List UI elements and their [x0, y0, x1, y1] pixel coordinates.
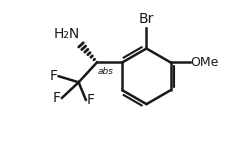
Text: Br: Br	[139, 12, 154, 26]
Text: F: F	[53, 91, 61, 105]
Text: H₂N: H₂N	[53, 27, 80, 41]
Text: F: F	[50, 69, 58, 83]
Text: OMe: OMe	[190, 56, 219, 69]
Text: F: F	[87, 93, 95, 107]
Text: abs: abs	[98, 67, 114, 76]
